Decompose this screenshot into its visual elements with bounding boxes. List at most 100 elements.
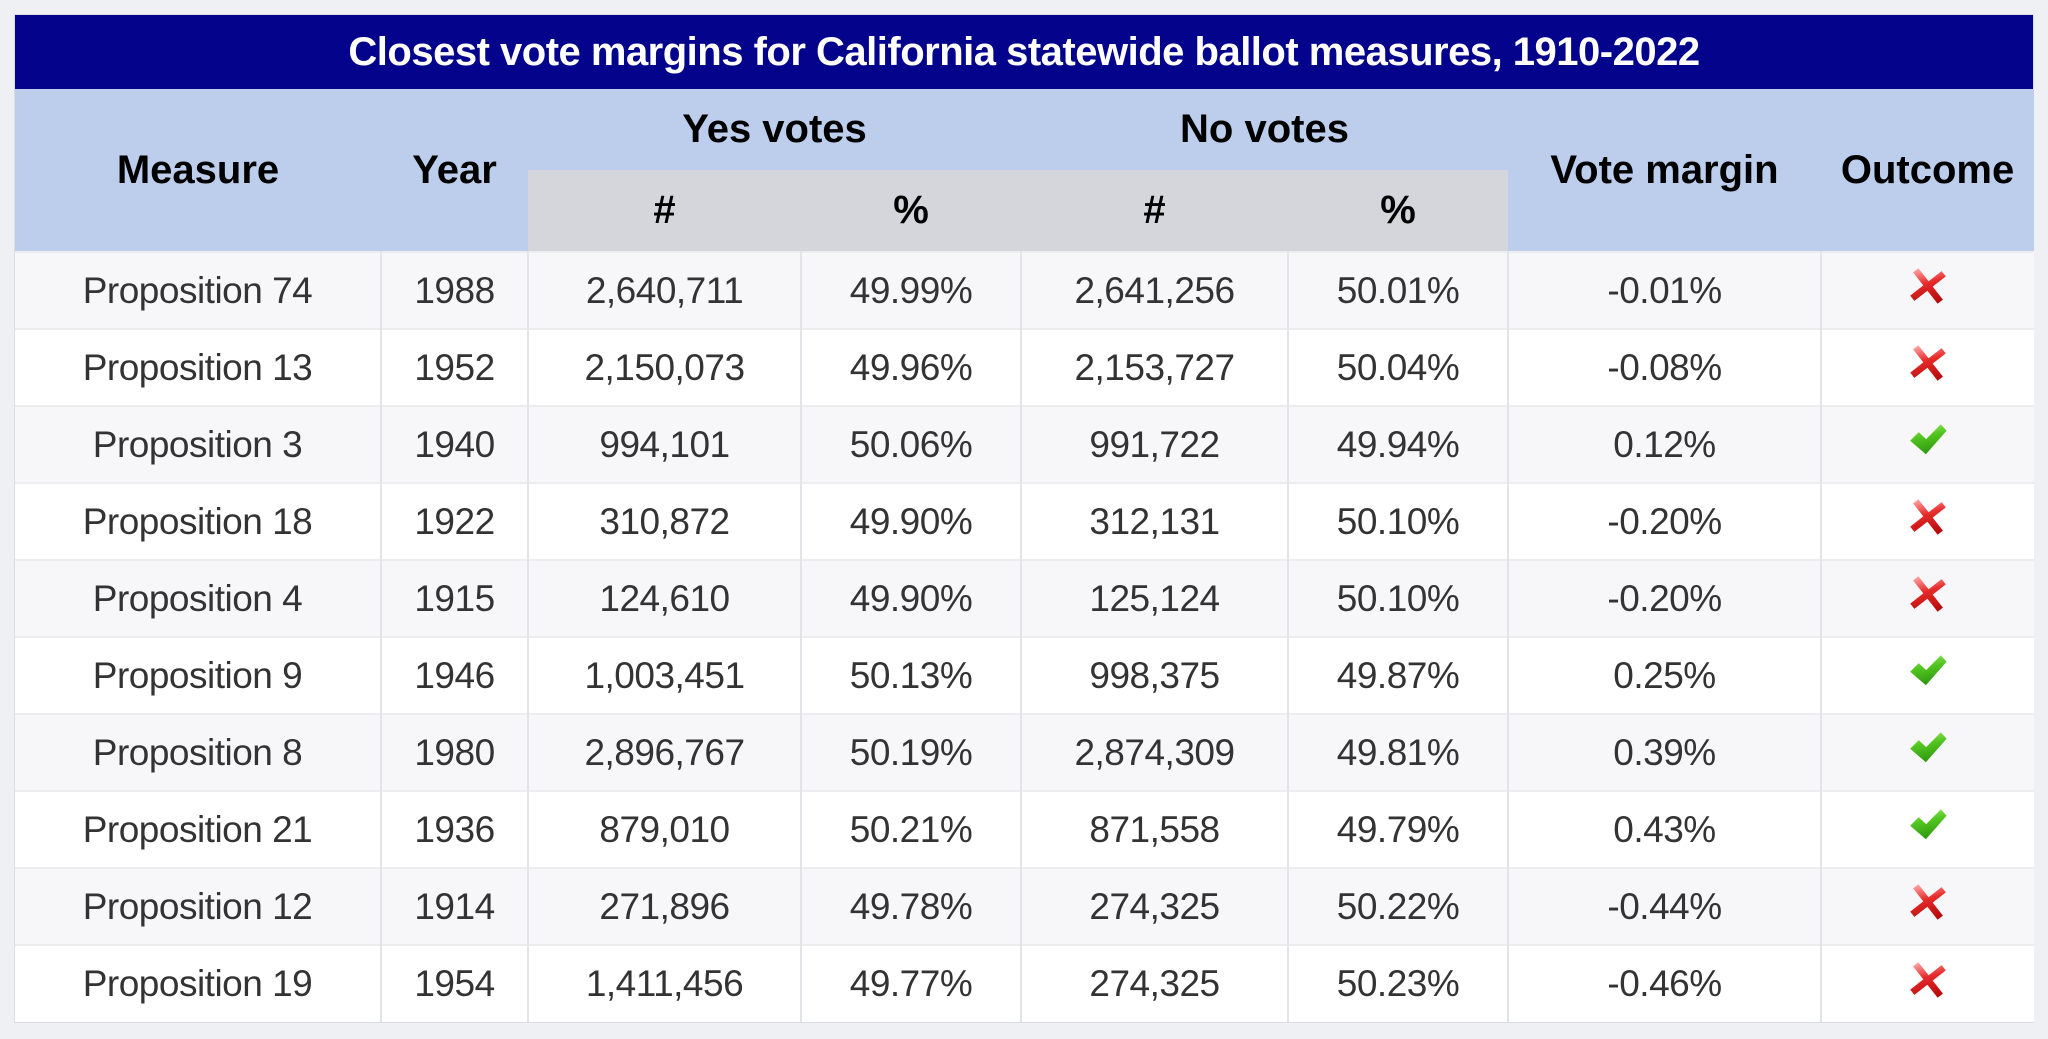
- cell-year: 1915: [381, 559, 529, 637]
- cell-outcome: [1821, 328, 2035, 406]
- table-row: Proposition 8 1980 2,896,767 50.19% 2,87…: [15, 713, 2035, 791]
- cell-yes-count: 1,003,451: [528, 636, 802, 714]
- cell-measure: Proposition 18: [15, 482, 382, 560]
- cell-no-percent: 50.01%: [1288, 251, 1510, 329]
- cell-yes-percent: 50.21%: [801, 790, 1023, 868]
- fail-x-icon: [1909, 343, 1947, 383]
- cell-yes-percent: 49.99%: [801, 251, 1023, 329]
- table-body: Proposition 74 1988 2,640,711 49.99% 2,6…: [15, 251, 2035, 1022]
- cell-outcome: [1821, 482, 2035, 560]
- cell-yes-percent: 50.13%: [801, 636, 1023, 714]
- col-header-measure: Measure: [15, 89, 381, 252]
- cell-vote-margin: -0.08%: [1508, 328, 1823, 406]
- pass-check-icon: [1908, 807, 1948, 843]
- cell-yes-count: 994,101: [528, 405, 802, 483]
- cell-measure: Proposition 12: [15, 867, 382, 945]
- cell-no-count: 2,874,309: [1021, 713, 1290, 791]
- cell-measure: Proposition 21: [15, 790, 382, 868]
- cell-year: 1952: [381, 328, 529, 406]
- cell-no-count: 998,375: [1021, 636, 1290, 714]
- cell-vote-margin: 0.25%: [1508, 636, 1823, 714]
- cell-vote-margin: 0.39%: [1508, 713, 1823, 791]
- col-header-year: Year: [381, 89, 528, 252]
- cell-yes-count: 2,896,767: [528, 713, 802, 791]
- cell-yes-percent: 49.96%: [801, 328, 1023, 406]
- cell-no-percent: 50.10%: [1288, 482, 1510, 560]
- cell-yes-count: 271,896: [528, 867, 802, 945]
- cell-no-percent: 49.81%: [1288, 713, 1510, 791]
- cell-year: 1914: [381, 867, 529, 945]
- cell-vote-margin: 0.12%: [1508, 405, 1823, 483]
- cell-no-percent: 49.87%: [1288, 636, 1510, 714]
- cell-no-count: 312,131: [1021, 482, 1290, 560]
- subheader-yes-count: #: [528, 170, 801, 252]
- cell-year: 1936: [381, 790, 529, 868]
- fail-x-icon: [1909, 266, 1947, 306]
- table-row: Proposition 74 1988 2,640,711 49.99% 2,6…: [15, 251, 2035, 329]
- cell-no-percent: 50.23%: [1288, 944, 1510, 1022]
- cell-vote-margin: 0.43%: [1508, 790, 1823, 868]
- pass-check-icon: [1908, 653, 1948, 689]
- cell-vote-margin: -0.20%: [1508, 482, 1823, 560]
- table-row: Proposition 13 1952 2,150,073 49.96% 2,1…: [15, 328, 2035, 406]
- subheader-yes-percent: %: [801, 170, 1022, 252]
- subheader-no-count: #: [1021, 170, 1289, 252]
- col-header-vote-margin: Vote margin: [1508, 89, 1822, 252]
- col-group-no-votes: No votes: [1021, 89, 1509, 170]
- col-header-outcome: Outcome: [1821, 89, 2035, 252]
- table-title: Closest vote margins for California stat…: [15, 15, 2033, 89]
- cell-measure: Proposition 3: [15, 405, 382, 483]
- cell-yes-count: 2,150,073: [528, 328, 802, 406]
- cell-year: 1954: [381, 944, 529, 1022]
- cell-vote-margin: -0.46%: [1508, 944, 1823, 1022]
- cell-outcome: [1821, 559, 2035, 637]
- cell-no-count: 125,124: [1021, 559, 1290, 637]
- cell-yes-count: 124,610: [528, 559, 802, 637]
- table-row: Proposition 9 1946 1,003,451 50.13% 998,…: [15, 636, 2035, 714]
- cell-outcome: [1821, 867, 2035, 945]
- cell-outcome: [1821, 713, 2035, 791]
- cell-yes-count: 879,010: [528, 790, 802, 868]
- data-table: Measure Year Yes votes No votes Vote mar…: [15, 89, 2035, 1022]
- table-row: Proposition 19 1954 1,411,456 49.77% 274…: [15, 944, 2035, 1022]
- cell-yes-percent: 50.06%: [801, 405, 1023, 483]
- cell-vote-margin: -0.20%: [1508, 559, 1823, 637]
- cell-no-count: 2,641,256: [1021, 251, 1290, 329]
- cell-yes-percent: 49.90%: [801, 559, 1023, 637]
- table-row: Proposition 18 1922 310,872 49.90% 312,1…: [15, 482, 2035, 560]
- table-row: Proposition 12 1914 271,896 49.78% 274,3…: [15, 867, 2035, 945]
- fail-x-icon: [1909, 960, 1947, 1000]
- cell-yes-percent: 49.77%: [801, 944, 1023, 1022]
- subheader-no-percent: %: [1288, 170, 1509, 252]
- cell-outcome: [1821, 636, 2035, 714]
- cell-yes-percent: 50.19%: [801, 713, 1023, 791]
- cell-year: 1922: [381, 482, 529, 560]
- cell-year: 1946: [381, 636, 529, 714]
- table-row: Proposition 4 1915 124,610 49.90% 125,12…: [15, 559, 2035, 637]
- cell-outcome: [1821, 944, 2035, 1022]
- cell-vote-margin: -0.01%: [1508, 251, 1823, 329]
- table-row: Proposition 3 1940 994,101 50.06% 991,72…: [15, 405, 2035, 483]
- cell-measure: Proposition 4: [15, 559, 382, 637]
- pass-check-icon: [1908, 422, 1948, 458]
- cell-no-percent: 49.94%: [1288, 405, 1510, 483]
- cell-no-count: 274,325: [1021, 944, 1290, 1022]
- cell-outcome: [1821, 251, 2035, 329]
- cell-yes-percent: 49.78%: [801, 867, 1023, 945]
- cell-year: 1940: [381, 405, 529, 483]
- cell-no-count: 991,722: [1021, 405, 1290, 483]
- fail-x-icon: [1909, 882, 1947, 922]
- cell-measure: Proposition 13: [15, 328, 382, 406]
- cell-measure: Proposition 74: [15, 251, 382, 329]
- cell-year: 1988: [381, 251, 529, 329]
- fail-x-icon: [1909, 574, 1947, 614]
- col-group-yes-votes: Yes votes: [528, 89, 1022, 170]
- cell-outcome: [1821, 790, 2035, 868]
- cell-no-count: 2,153,727: [1021, 328, 1290, 406]
- vote-margins-table: Closest vote margins for California stat…: [14, 14, 2035, 1023]
- cell-no-count: 871,558: [1021, 790, 1290, 868]
- cell-year: 1980: [381, 713, 529, 791]
- cell-no-percent: 50.10%: [1288, 559, 1510, 637]
- table-header: Measure Year Yes votes No votes Vote mar…: [15, 89, 2035, 252]
- cell-measure: Proposition 9: [15, 636, 382, 714]
